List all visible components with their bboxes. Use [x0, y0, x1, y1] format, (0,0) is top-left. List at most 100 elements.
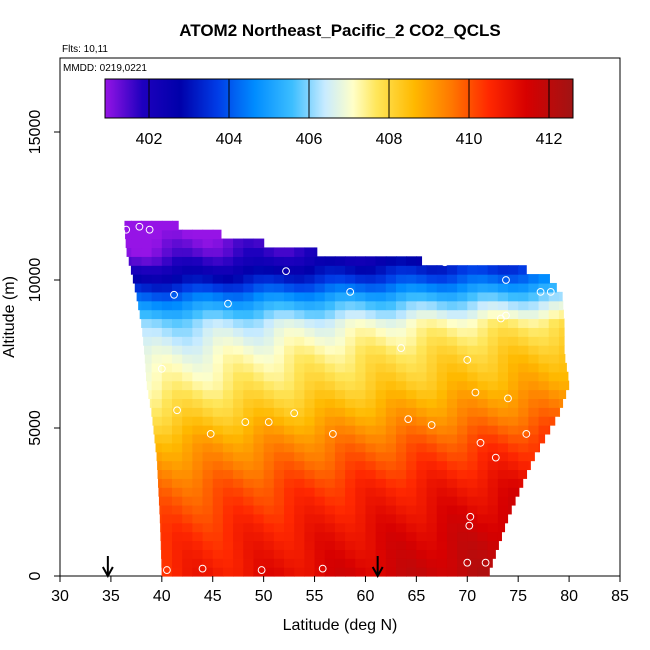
curtain-cell	[202, 318, 214, 328]
curtain-cell	[284, 282, 295, 293]
curtain-cell	[253, 300, 265, 311]
observation-point	[290, 409, 299, 418]
curtain-cell	[396, 371, 407, 382]
curtain-cell	[467, 469, 479, 479]
observation-point	[465, 521, 474, 530]
curtain-cell	[477, 318, 489, 328]
curtain-cell	[202, 496, 214, 506]
curtain-cell	[396, 309, 407, 320]
curtain-cell	[467, 327, 479, 337]
curtain-cell	[304, 460, 316, 471]
curtain-cell	[355, 291, 367, 302]
curtain-cell	[477, 274, 489, 284]
curtain-cell	[314, 336, 326, 346]
observation-point	[504, 394, 512, 403]
curtain-cell	[243, 540, 255, 550]
curtain-cell	[406, 496, 417, 506]
curtain-cell	[477, 558, 489, 568]
curtain-cell	[355, 300, 367, 311]
curtain-cell	[212, 291, 224, 302]
curtain-cell	[467, 540, 479, 550]
curtain-cell	[294, 291, 305, 302]
curtain-cell	[182, 442, 193, 453]
curtain-cell	[477, 407, 489, 417]
curtain-cell	[334, 442, 346, 453]
curtain-cell	[426, 540, 438, 550]
curtain-cell	[151, 318, 163, 328]
curtain-cell	[324, 282, 336, 293]
curtain-cell	[477, 425, 489, 435]
curtain-cell	[182, 433, 193, 444]
curtain-cell	[294, 531, 305, 542]
curtain-cell	[426, 362, 438, 373]
curtain-cell	[314, 389, 326, 399]
curtain-cell	[172, 265, 183, 275]
curtain-cell	[145, 362, 153, 373]
curtain-cell	[487, 460, 499, 471]
curtain-cell	[406, 362, 417, 373]
observation-point	[135, 222, 144, 231]
curtain-cell	[457, 433, 468, 444]
curtain-cell	[518, 371, 529, 382]
curtain-cell	[161, 451, 173, 462]
curtain-cell	[143, 336, 153, 346]
curtain-cell	[375, 389, 387, 399]
curtain-cell	[467, 407, 479, 417]
curtain-cell	[212, 398, 224, 408]
curtain-cell	[222, 291, 234, 302]
curtain-cell	[406, 256, 417, 266]
curtain-cell	[345, 487, 356, 497]
curtain-cell	[172, 567, 183, 577]
curtain-cell	[182, 300, 193, 311]
curtain-cell	[416, 291, 428, 302]
curtain-cell	[446, 504, 458, 515]
curtain-cell	[365, 478, 377, 488]
curtain-cell	[151, 274, 163, 284]
curtain-cell	[294, 282, 305, 293]
curtain-cell	[355, 354, 367, 364]
curtain-cell	[273, 442, 285, 453]
curtain-cell	[172, 496, 183, 506]
curtain-cell	[233, 371, 244, 382]
curtain-cell	[192, 265, 204, 275]
curtain-cell	[304, 327, 316, 337]
curtain-cell	[233, 504, 244, 515]
curtain-cell	[558, 354, 566, 364]
curtain-cell	[243, 327, 255, 337]
curtain-cell	[284, 291, 295, 302]
curtain-cell	[436, 442, 448, 453]
curtain-cell	[294, 496, 305, 506]
curtain-cell	[355, 318, 367, 328]
curtain-cell	[141, 282, 153, 293]
curtain-cell	[202, 398, 214, 408]
curtain-cell	[273, 407, 285, 417]
curtain-cell	[334, 362, 346, 373]
curtain-cell	[182, 247, 193, 257]
curtain-cell	[355, 309, 367, 320]
curtain-cell	[385, 407, 397, 417]
curtain-cell	[243, 469, 255, 479]
curtain-cell	[477, 567, 489, 577]
curtain-cell	[161, 336, 173, 346]
curtain-cell	[375, 371, 387, 382]
curtain-cell	[172, 362, 183, 373]
curtain-cell	[222, 504, 234, 515]
curtain-cell	[487, 345, 499, 355]
curtain-cell	[314, 531, 326, 542]
curtain-cell	[518, 460, 529, 471]
curtain-cell	[528, 371, 540, 382]
curtain-cell	[182, 558, 193, 568]
curtain-cell	[222, 540, 234, 550]
curtain-cell	[243, 398, 255, 408]
curtain-cell	[253, 504, 265, 515]
curtain-cell	[233, 362, 244, 373]
curtain-cell	[518, 433, 529, 444]
curtain-cell	[172, 469, 183, 479]
curtain-cell	[396, 362, 407, 373]
curtain-cell	[426, 371, 438, 382]
curtain-cell	[153, 425, 163, 435]
curtain-cell	[457, 380, 468, 391]
observation-point	[173, 406, 181, 415]
curtain-cell	[436, 291, 448, 302]
curtain-cell	[243, 291, 255, 302]
